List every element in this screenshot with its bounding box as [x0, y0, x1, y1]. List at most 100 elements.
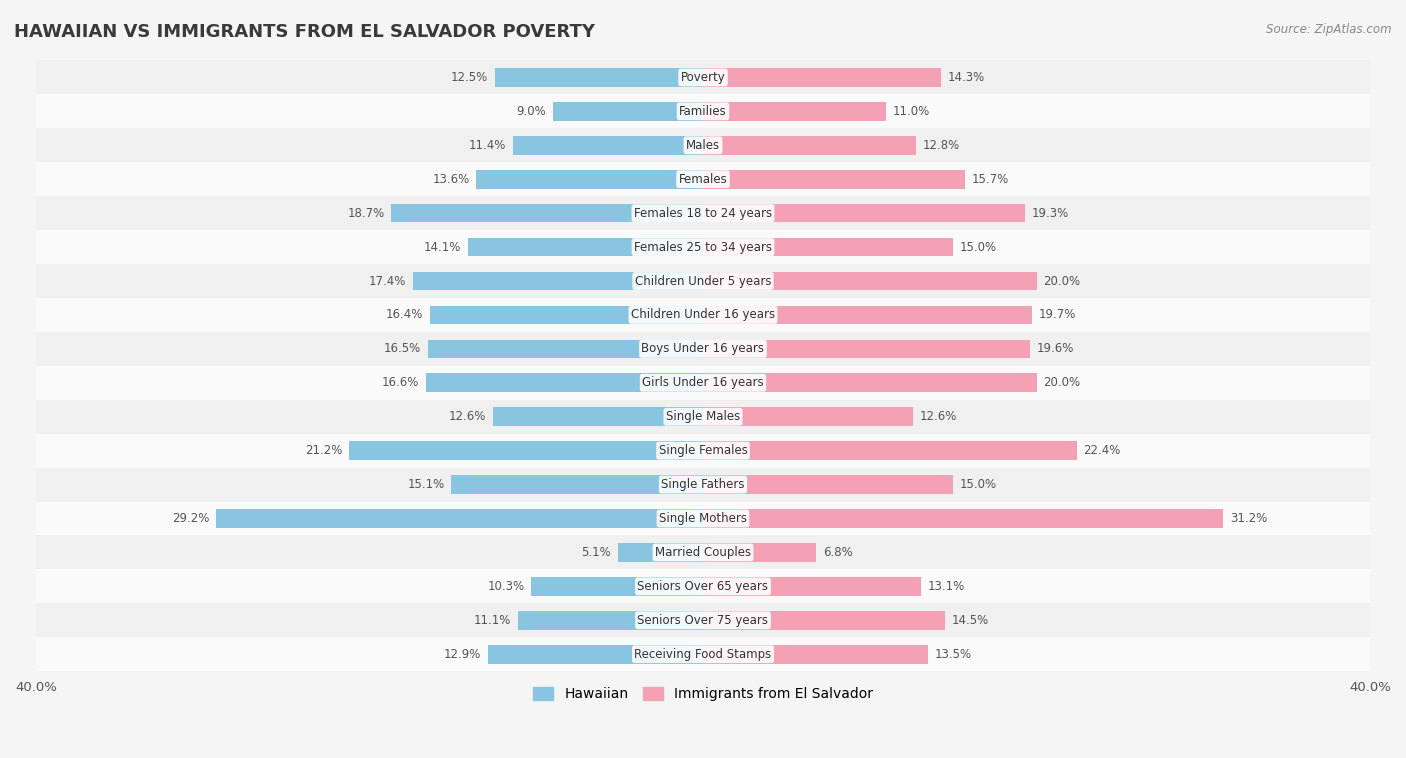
Bar: [391, 204, 703, 223]
Bar: [703, 407, 912, 426]
Text: Seniors Over 75 years: Seniors Over 75 years: [637, 614, 769, 627]
Text: 15.0%: 15.0%: [960, 240, 997, 254]
Bar: [37, 603, 1369, 637]
Text: 20.0%: 20.0%: [1043, 376, 1080, 390]
Text: 12.9%: 12.9%: [444, 648, 481, 661]
Bar: [37, 61, 1369, 95]
Bar: [37, 230, 1369, 264]
Text: Receiving Food Stamps: Receiving Food Stamps: [634, 648, 772, 661]
Bar: [37, 264, 1369, 298]
Bar: [37, 399, 1369, 434]
Bar: [553, 102, 703, 121]
Legend: Hawaiian, Immigrants from El Salvador: Hawaiian, Immigrants from El Salvador: [527, 682, 879, 707]
Text: Females 25 to 34 years: Females 25 to 34 years: [634, 240, 772, 254]
Bar: [703, 340, 1029, 359]
Text: Families: Families: [679, 105, 727, 118]
Bar: [703, 271, 1036, 290]
Bar: [37, 332, 1369, 366]
Text: 29.2%: 29.2%: [172, 512, 209, 525]
Bar: [703, 645, 928, 663]
Bar: [494, 407, 703, 426]
Text: Females 18 to 24 years: Females 18 to 24 years: [634, 207, 772, 220]
Bar: [37, 128, 1369, 162]
Bar: [703, 136, 917, 155]
Text: 13.6%: 13.6%: [432, 173, 470, 186]
Bar: [703, 441, 1077, 460]
Bar: [37, 434, 1369, 468]
Bar: [703, 577, 921, 596]
Text: 19.3%: 19.3%: [1032, 207, 1069, 220]
Bar: [531, 577, 703, 596]
Text: 19.6%: 19.6%: [1036, 343, 1074, 356]
Bar: [703, 475, 953, 494]
Text: 16.4%: 16.4%: [385, 309, 423, 321]
Bar: [517, 611, 703, 630]
Text: 16.5%: 16.5%: [384, 343, 422, 356]
Text: 11.0%: 11.0%: [893, 105, 931, 118]
Bar: [37, 298, 1369, 332]
Text: Boys Under 16 years: Boys Under 16 years: [641, 343, 765, 356]
Bar: [217, 509, 703, 528]
Text: 17.4%: 17.4%: [368, 274, 406, 287]
Text: 11.1%: 11.1%: [474, 614, 512, 627]
Text: 12.8%: 12.8%: [924, 139, 960, 152]
Bar: [513, 136, 703, 155]
Text: 22.4%: 22.4%: [1083, 444, 1121, 457]
Text: 12.6%: 12.6%: [449, 410, 486, 423]
Text: 13.1%: 13.1%: [928, 580, 966, 593]
Text: 5.1%: 5.1%: [582, 546, 612, 559]
Text: Children Under 16 years: Children Under 16 years: [631, 309, 775, 321]
Text: Seniors Over 65 years: Seniors Over 65 years: [637, 580, 769, 593]
Text: 31.2%: 31.2%: [1230, 512, 1267, 525]
Bar: [468, 238, 703, 256]
Bar: [37, 196, 1369, 230]
Bar: [37, 468, 1369, 502]
Text: 6.8%: 6.8%: [823, 546, 853, 559]
Text: 14.1%: 14.1%: [423, 240, 461, 254]
Text: Married Couples: Married Couples: [655, 546, 751, 559]
Bar: [703, 170, 965, 189]
Text: HAWAIIAN VS IMMIGRANTS FROM EL SALVADOR POVERTY: HAWAIIAN VS IMMIGRANTS FROM EL SALVADOR …: [14, 23, 595, 41]
Text: 10.3%: 10.3%: [488, 580, 524, 593]
Text: 13.5%: 13.5%: [935, 648, 972, 661]
Bar: [426, 374, 703, 392]
Text: Single Mothers: Single Mothers: [659, 512, 747, 525]
Bar: [37, 366, 1369, 399]
Text: 20.0%: 20.0%: [1043, 274, 1080, 287]
Bar: [703, 305, 1032, 324]
Text: Poverty: Poverty: [681, 71, 725, 84]
Bar: [350, 441, 703, 460]
Bar: [703, 68, 942, 86]
Text: 12.5%: 12.5%: [450, 71, 488, 84]
Text: 21.2%: 21.2%: [305, 444, 343, 457]
Text: 11.4%: 11.4%: [468, 139, 506, 152]
Bar: [413, 271, 703, 290]
Bar: [619, 543, 703, 562]
Bar: [703, 102, 886, 121]
Bar: [429, 305, 703, 324]
Bar: [703, 238, 953, 256]
Bar: [488, 645, 703, 663]
Text: Females: Females: [679, 173, 727, 186]
Bar: [495, 68, 703, 86]
Text: Children Under 5 years: Children Under 5 years: [634, 274, 772, 287]
Bar: [37, 569, 1369, 603]
Text: 19.7%: 19.7%: [1038, 309, 1076, 321]
Bar: [451, 475, 703, 494]
Bar: [37, 502, 1369, 535]
Bar: [703, 543, 817, 562]
Bar: [37, 535, 1369, 569]
Bar: [703, 509, 1223, 528]
Text: Single Males: Single Males: [666, 410, 740, 423]
Text: Source: ZipAtlas.com: Source: ZipAtlas.com: [1267, 23, 1392, 36]
Bar: [427, 340, 703, 359]
Bar: [37, 162, 1369, 196]
Bar: [37, 95, 1369, 128]
Bar: [477, 170, 703, 189]
Text: 15.0%: 15.0%: [960, 478, 997, 491]
Bar: [703, 374, 1036, 392]
Bar: [703, 611, 945, 630]
Text: Girls Under 16 years: Girls Under 16 years: [643, 376, 763, 390]
Text: 14.5%: 14.5%: [952, 614, 988, 627]
Text: 9.0%: 9.0%: [516, 105, 547, 118]
